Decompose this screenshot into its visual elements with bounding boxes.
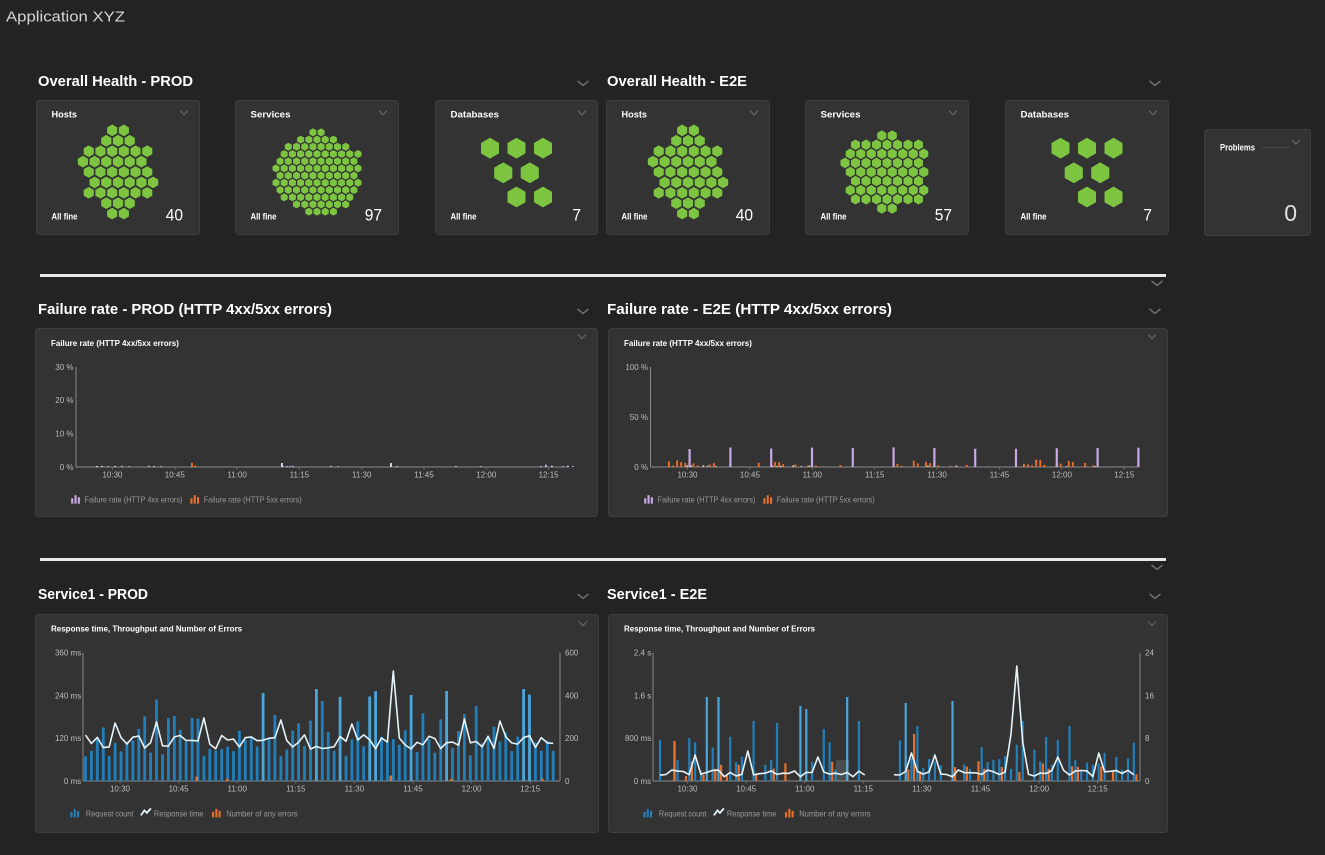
svg-text:10:45: 10:45 xyxy=(169,785,190,794)
svg-text:All fine: All fine xyxy=(821,212,847,222)
svg-text:2.4 s: 2.4 s xyxy=(634,649,651,658)
svg-text:All fine: All fine xyxy=(251,212,277,222)
svg-text:12:15: 12:15 xyxy=(539,471,560,480)
svg-text:600: 600 xyxy=(565,649,579,658)
svg-text:10:45: 10:45 xyxy=(165,471,186,480)
svg-text:24: 24 xyxy=(1145,649,1154,658)
svg-text:Response time: Response time xyxy=(154,808,204,818)
svg-text:1.6 s: 1.6 s xyxy=(634,691,651,700)
svg-text:12:00: 12:00 xyxy=(1052,471,1073,480)
svg-text:12:00: 12:00 xyxy=(476,471,497,480)
svg-text:Request count: Request count xyxy=(86,808,134,818)
svg-text:200: 200 xyxy=(565,734,579,743)
svg-text:Failure rate (HTTP 5xx errors): Failure rate (HTTP 5xx errors) xyxy=(777,495,875,505)
svg-text:All fine: All fine xyxy=(622,212,648,222)
svg-text:11:45: 11:45 xyxy=(414,471,434,480)
svg-text:Hosts: Hosts xyxy=(52,110,78,120)
svg-text:12:15: 12:15 xyxy=(520,785,541,794)
svg-text:Failure rate (HTTP 4xx errors): Failure rate (HTTP 4xx errors) xyxy=(85,495,183,505)
svg-text:57: 57 xyxy=(935,207,952,225)
svg-text:Failure rate - E2E (HTTP 4xx/5: Failure rate - E2E (HTTP 4xx/5xx errors) xyxy=(607,302,892,318)
svg-text:11:45: 11:45 xyxy=(990,471,1010,480)
svg-text:12:00: 12:00 xyxy=(1029,785,1050,794)
svg-text:40: 40 xyxy=(166,207,183,225)
svg-text:11:15: 11:15 xyxy=(854,785,874,794)
svg-text:7: 7 xyxy=(1143,207,1152,225)
svg-text:800 ms: 800 ms xyxy=(625,734,651,743)
svg-text:Response time, Throughput and: Response time, Throughput and Number of … xyxy=(624,625,816,634)
svg-text:8: 8 xyxy=(1145,734,1150,743)
svg-text:12:15: 12:15 xyxy=(1088,785,1109,794)
svg-text:All fine: All fine xyxy=(451,212,477,222)
svg-text:7: 7 xyxy=(572,207,581,225)
svg-text:11:30: 11:30 xyxy=(912,785,932,794)
svg-text:120 ms: 120 ms xyxy=(55,734,81,743)
svg-text:Databases: Databases xyxy=(1021,110,1070,120)
svg-text:0 %: 0 % xyxy=(60,463,74,472)
svg-text:Services: Services xyxy=(821,110,861,120)
svg-text:16: 16 xyxy=(1145,691,1154,700)
svg-text:0 ms: 0 ms xyxy=(64,777,81,786)
svg-text:Application XYZ: Application XYZ xyxy=(6,9,125,26)
svg-text:Failure rate (HTTP 4xx errors): Failure rate (HTTP 4xx errors) xyxy=(658,495,756,505)
svg-text:240 ms: 240 ms xyxy=(55,691,81,700)
svg-text:11:00: 11:00 xyxy=(803,471,823,480)
svg-text:Service1 - PROD: Service1 - PROD xyxy=(38,587,148,603)
svg-text:0: 0 xyxy=(565,777,570,786)
svg-text:11:30: 11:30 xyxy=(927,471,947,480)
svg-text:50 %: 50 % xyxy=(630,413,648,422)
svg-text:11:15: 11:15 xyxy=(286,785,306,794)
svg-text:Response time: Response time xyxy=(727,808,777,818)
svg-text:11:00: 11:00 xyxy=(795,785,815,794)
svg-text:11:15: 11:15 xyxy=(865,471,885,480)
svg-text:11:15: 11:15 xyxy=(290,471,310,480)
svg-text:Hosts: Hosts xyxy=(622,110,648,120)
svg-text:Services: Services xyxy=(251,110,291,120)
svg-text:30 %: 30 % xyxy=(55,363,73,372)
svg-text:Overall Health - PROD: Overall Health - PROD xyxy=(38,74,193,90)
svg-text:12:00: 12:00 xyxy=(462,785,483,794)
svg-text:Databases: Databases xyxy=(451,110,500,120)
svg-text:0 %: 0 % xyxy=(634,463,648,472)
svg-text:20 %: 20 % xyxy=(55,396,73,405)
svg-text:97: 97 xyxy=(365,207,382,225)
svg-text:0: 0 xyxy=(1284,200,1297,226)
svg-text:10:45: 10:45 xyxy=(740,471,761,480)
svg-text:All fine: All fine xyxy=(52,212,78,222)
svg-text:10:30: 10:30 xyxy=(110,785,131,794)
svg-text:Overall Health - E2E: Overall Health - E2E xyxy=(607,74,747,90)
svg-text:11:45: 11:45 xyxy=(403,785,423,794)
svg-text:10:30: 10:30 xyxy=(102,471,123,480)
svg-text:Failure rate (HTTP 5xx errors): Failure rate (HTTP 5xx errors) xyxy=(204,495,302,505)
svg-text:Number of any errors: Number of any errors xyxy=(226,808,298,818)
svg-text:All fine: All fine xyxy=(1021,212,1047,222)
svg-text:11:00: 11:00 xyxy=(227,471,247,480)
svg-text:400: 400 xyxy=(565,691,579,700)
svg-text:Request count: Request count xyxy=(659,808,707,818)
svg-text:Failure rate (HTTP 4xx/5xx err: Failure rate (HTTP 4xx/5xx errors) xyxy=(624,339,752,348)
svg-text:12:15: 12:15 xyxy=(1114,471,1135,480)
svg-text:Failure rate - PROD (HTTP 4xx/: Failure rate - PROD (HTTP 4xx/5xx errors… xyxy=(38,302,332,318)
svg-text:11:45: 11:45 xyxy=(971,785,991,794)
svg-text:Service1 - E2E: Service1 - E2E xyxy=(607,587,707,603)
svg-text:11:30: 11:30 xyxy=(345,785,365,794)
svg-text:10:45: 10:45 xyxy=(736,785,757,794)
svg-text:11:30: 11:30 xyxy=(352,471,372,480)
svg-text:10:30: 10:30 xyxy=(677,785,698,794)
svg-text:0 ms: 0 ms xyxy=(634,777,651,786)
svg-text:10 %: 10 % xyxy=(55,430,73,439)
svg-text:10:30: 10:30 xyxy=(677,471,698,480)
svg-text:0: 0 xyxy=(1145,777,1150,786)
svg-text:100 %: 100 % xyxy=(625,363,648,372)
svg-text:Problems: Problems xyxy=(1220,143,1255,153)
svg-text:11:00: 11:00 xyxy=(227,785,247,794)
svg-text:Response time, Throughput and: Response time, Throughput and Number of … xyxy=(51,625,243,634)
svg-text:Number of any errors: Number of any errors xyxy=(799,808,871,818)
svg-text:Failure rate (HTTP 4xx/5xx err: Failure rate (HTTP 4xx/5xx errors) xyxy=(51,339,179,348)
svg-text:40: 40 xyxy=(736,207,753,225)
svg-text:360 ms: 360 ms xyxy=(55,649,81,658)
